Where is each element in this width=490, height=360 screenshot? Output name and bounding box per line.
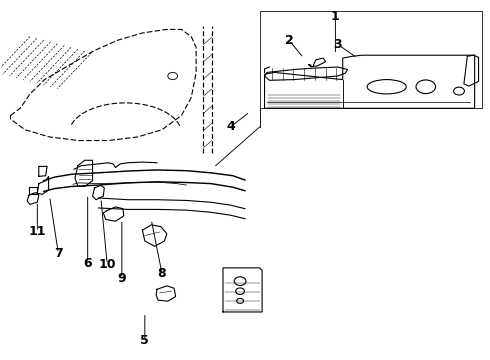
Text: 4: 4 (226, 121, 235, 134)
Text: 8: 8 (158, 267, 166, 280)
Text: 9: 9 (118, 272, 126, 285)
Text: 5: 5 (141, 334, 149, 347)
Text: 6: 6 (83, 257, 92, 270)
Text: 1: 1 (331, 10, 340, 23)
Text: 11: 11 (28, 225, 46, 238)
Text: 3: 3 (334, 38, 342, 51)
Text: 7: 7 (54, 247, 63, 260)
Text: 2: 2 (285, 33, 294, 47)
Text: 10: 10 (98, 258, 116, 271)
